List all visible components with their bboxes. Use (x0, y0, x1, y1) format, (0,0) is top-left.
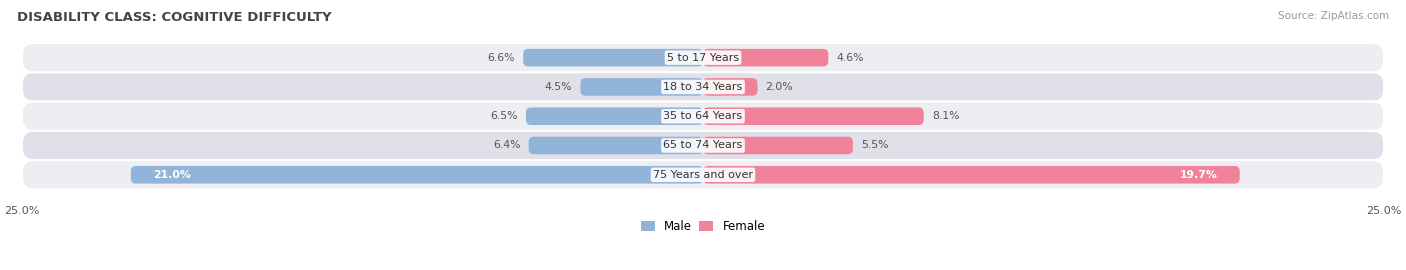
Text: 19.7%: 19.7% (1180, 170, 1218, 180)
Text: 4.6%: 4.6% (837, 53, 865, 63)
Text: 6.6%: 6.6% (488, 53, 515, 63)
Text: 5 to 17 Years: 5 to 17 Years (666, 53, 740, 63)
Text: Source: ZipAtlas.com: Source: ZipAtlas.com (1278, 11, 1389, 21)
Text: 5.5%: 5.5% (860, 140, 889, 150)
FancyBboxPatch shape (703, 49, 828, 66)
FancyBboxPatch shape (22, 72, 1384, 102)
Text: 2.0%: 2.0% (766, 82, 793, 92)
Text: 75 Years and over: 75 Years and over (652, 170, 754, 180)
Text: 65 to 74 Years: 65 to 74 Years (664, 140, 742, 150)
FancyBboxPatch shape (22, 131, 1384, 160)
Text: 18 to 34 Years: 18 to 34 Years (664, 82, 742, 92)
FancyBboxPatch shape (703, 107, 924, 125)
FancyBboxPatch shape (22, 43, 1384, 72)
FancyBboxPatch shape (131, 166, 703, 184)
FancyBboxPatch shape (581, 78, 703, 96)
FancyBboxPatch shape (22, 160, 1384, 190)
FancyBboxPatch shape (529, 137, 703, 154)
Text: 21.0%: 21.0% (153, 170, 190, 180)
Text: 35 to 64 Years: 35 to 64 Years (664, 111, 742, 121)
Text: 6.5%: 6.5% (491, 111, 517, 121)
Text: DISABILITY CLASS: COGNITIVE DIFFICULTY: DISABILITY CLASS: COGNITIVE DIFFICULTY (17, 11, 332, 24)
FancyBboxPatch shape (703, 78, 758, 96)
FancyBboxPatch shape (22, 102, 1384, 131)
FancyBboxPatch shape (703, 137, 853, 154)
Text: 8.1%: 8.1% (932, 111, 959, 121)
FancyBboxPatch shape (523, 49, 703, 66)
FancyBboxPatch shape (526, 107, 703, 125)
FancyBboxPatch shape (703, 166, 1240, 184)
Text: 4.5%: 4.5% (544, 82, 572, 92)
Text: 6.4%: 6.4% (494, 140, 520, 150)
Legend: Male, Female: Male, Female (636, 215, 770, 238)
